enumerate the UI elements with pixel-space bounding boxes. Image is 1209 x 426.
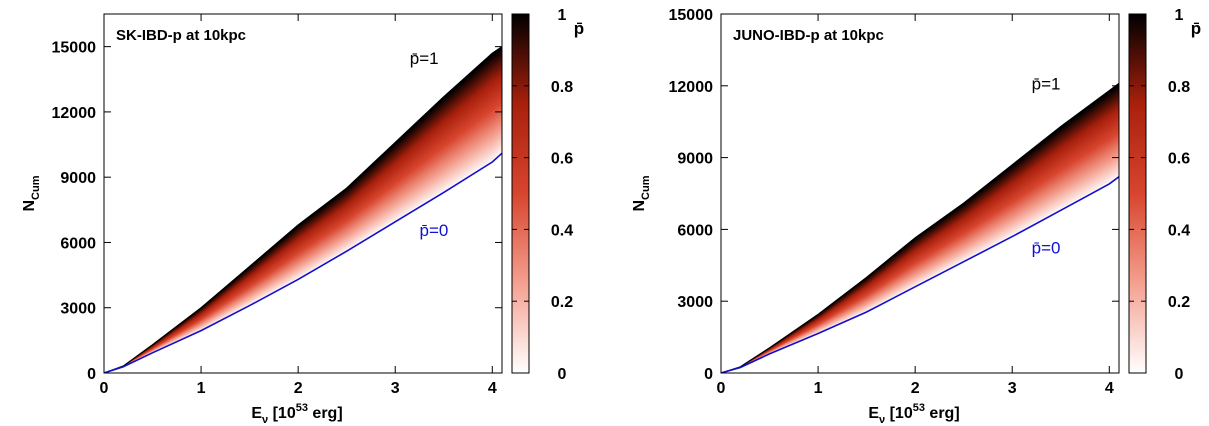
y-tick-label: 6000 [60,235,96,252]
gradient-band [104,46,502,373]
series-line-pbar-1 [104,46,502,373]
y-tick-label: 0 [704,366,713,383]
y-tick-label: 0 [87,366,96,383]
x-tick-label: 3 [391,380,400,397]
band-level [721,83,1119,373]
panel-juno-ibd: 0 1 2 3 4 0 3000 6000 9000 12000 15000 JUNO-IBD-p a… [631,7,1201,426]
x-tick-label: 0 [100,380,109,397]
y-tick-label: 3000 [677,294,713,311]
y-tick-label: 9000 [60,170,96,187]
plot-title: SK-IBD-p at 10kpc [116,27,246,44]
colorbar [511,13,530,374]
gradient-band [721,83,1119,373]
colorbar-tick-label: 0 [558,366,567,383]
x-tick-label: 2 [294,380,303,397]
colorbar-tick-label: 1 [558,7,567,24]
annotation-pbar-0: p̄=0 [419,221,448,240]
y-tick-label: 15000 [669,7,714,24]
x-tick-label: 1 [197,380,206,397]
panel-sk-ibd: 0 1 2 3 4 0 3000 6000 9000 12000 15000 SK-IBD-p at … [21,7,584,426]
colorbar-tick-label: 0.4 [1168,222,1190,239]
y-tick-label: 9000 [677,151,713,168]
x-tick-label: 4 [488,380,497,397]
x-axis-label: Eν [1053 erg] [251,402,342,426]
plot-frame [103,13,503,374]
x-axis-label: Eν [1053 erg] [868,402,959,426]
y-axis-label: NCum [631,175,652,211]
band-level [104,46,502,373]
x-tick-label: 0 [717,380,726,397]
x-tick-label: 3 [1008,380,1017,397]
colorbar-label: p̄ [574,19,584,38]
colorbar-tick-label: 0.6 [1168,151,1190,168]
colorbar-tick-label: 0.8 [551,79,573,96]
colorbar [1128,13,1147,374]
colorbar-tick-label: 0.6 [551,151,573,168]
colorbar-tick-label: 0.4 [551,222,573,239]
series-line-pbar-0 [721,176,1119,373]
y-tick-label: 3000 [60,301,96,318]
colorbar-tick-label: 0 [1175,366,1184,383]
y-axis-label: NCum [21,175,42,211]
colorbar-tick-label: 0.2 [551,294,573,311]
y-tick-label: 6000 [677,222,713,239]
y-tick-label: 12000 [669,79,714,96]
annotation-pbar-1: p̄=1 [410,49,439,68]
plot-title: JUNO-IBD-p at 10kpc [733,27,884,44]
x-tick-label: 4 [1105,380,1114,397]
colorbar-tick-label: 1 [1175,7,1184,24]
y-tick-label: 15000 [52,40,97,57]
colorbar-tick-label: 0.8 [1168,79,1190,96]
y-tick-label: 12000 [52,105,97,122]
colorbar-label: p̄ [1191,19,1201,38]
colorbar-tick-label: 0.2 [1168,294,1190,311]
x-tick-label: 2 [911,380,920,397]
series-line-pbar-1 [721,82,1119,373]
series-line-pbar-0 [104,152,502,373]
annotation-pbar-1: p̄=1 [1032,74,1061,93]
annotation-pbar-0: p̄=0 [1032,238,1061,257]
plot-frame [720,13,1120,374]
x-tick-label: 1 [814,380,823,397]
